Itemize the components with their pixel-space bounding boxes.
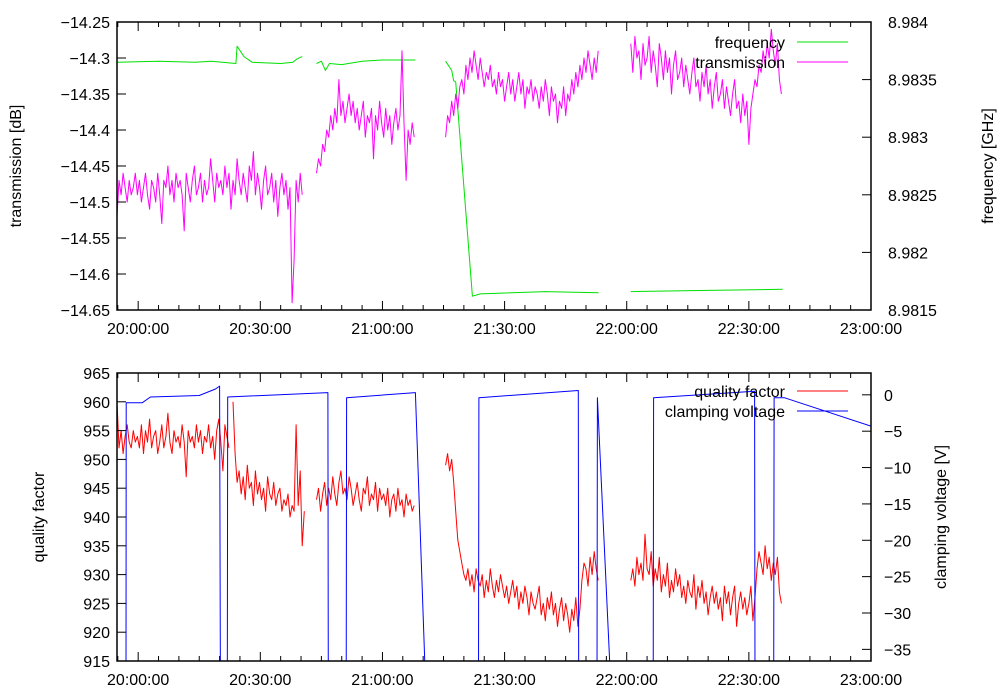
series-quality-factor-segment-1 <box>232 401 305 547</box>
bottom-y-tick-label: 930 <box>83 568 110 585</box>
series-clamping-voltage-segment-6 <box>773 397 871 661</box>
series-transmission-segment-0 <box>117 151 303 304</box>
top-y-tick-label: −14.5 <box>70 195 111 212</box>
bottom-y2-tick-label: −5 <box>884 424 902 441</box>
series-clamping-voltage-segment-5 <box>652 390 756 661</box>
top-y2-tick-label: 8.9835 <box>888 73 937 90</box>
series-clamping-voltage-segment-1 <box>226 392 329 661</box>
top-y2label: frequency [GHz] <box>980 108 997 224</box>
bottom-y-tick-label: 965 <box>83 366 110 383</box>
top-ylabel: transmission [dB] <box>8 105 25 228</box>
legend-label-clamping-voltage: clamping voltage <box>665 404 785 421</box>
series-frequency-segment-1 <box>316 59 416 71</box>
top-y-tick-label: −14.55 <box>61 231 110 248</box>
series-clamping-voltage-segment-4 <box>596 397 611 661</box>
bottom-y2-tick-label: 0 <box>884 388 893 405</box>
series-transmission-segment-1 <box>316 50 415 181</box>
bottom-y-tick-label: 960 <box>83 395 110 412</box>
bottom-x-tick-label: 22:30:00 <box>718 672 780 689</box>
bottom-legend: quality factor clamping voltage <box>665 384 848 421</box>
bottom-y2-tick-label: −20 <box>884 533 911 550</box>
top-x-tick-label: 21:00:00 <box>351 321 413 338</box>
legend-label-quality-factor: quality factor <box>694 384 785 401</box>
top-x-tick-label: 22:30:00 <box>718 321 780 338</box>
bottom-y-tick-label: 935 <box>83 539 110 556</box>
bottom-y2-tick-label: −10 <box>884 461 911 478</box>
bottom-y2-tick-label: −35 <box>884 642 911 659</box>
bottom-x-tick-label: 22:00:00 <box>596 672 658 689</box>
bottom-y2label: clamping voltage [V] <box>933 445 950 589</box>
top-y2-tick-label: 8.9825 <box>888 188 937 205</box>
top-y2-tick-label: 8.982 <box>888 245 928 262</box>
top-x-tick-label: 23:00:00 <box>840 321 902 338</box>
top-y2-tick-label: 8.984 <box>888 15 928 32</box>
bottom-x-tick-label: 20:30:00 <box>229 672 291 689</box>
bottom-y-tick-label: 925 <box>83 596 110 613</box>
bottom-x-tick-label: 23:00:00 <box>840 672 902 689</box>
series-clamping-voltage-segment-0 <box>125 385 221 661</box>
series-clamping-voltage-segment-3 <box>478 390 580 661</box>
series-frequency-segment-2 <box>445 60 599 297</box>
series-quality-factor-segment-3 <box>445 453 599 633</box>
bottom-y-tick-label: 950 <box>83 452 110 469</box>
bottom-x-tick-label: 20:00:00 <box>107 672 169 689</box>
top-x-tick-label: 22:00:00 <box>596 321 658 338</box>
series-frequency-segment-3 <box>630 288 783 293</box>
series-quality-factor-segment-4 <box>630 533 782 627</box>
top-legend: frequency transmission <box>695 35 848 72</box>
top-y-tick-label: −14.35 <box>61 87 110 104</box>
bottom-y-tick-label: 915 <box>83 654 110 671</box>
bottom-y2-tick-label: −30 <box>884 606 911 623</box>
top-y-tick-label: −14.3 <box>70 51 111 68</box>
top-y-tick-label: −14.25 <box>61 15 110 32</box>
bottom-y2-tick-label: −15 <box>884 497 911 514</box>
series-quality-factor-segment-0 <box>117 401 230 478</box>
legend-label-transmission: transmission <box>695 55 785 72</box>
series-transmission-segment-2 <box>445 50 599 138</box>
top-x-tick-label: 20:30:00 <box>229 321 291 338</box>
top-y2-tick-label: 8.983 <box>888 130 928 147</box>
bottom-ylabel: quality factor <box>31 471 48 562</box>
bottom-y-tick-label: 945 <box>83 481 110 498</box>
bottom-y-tick-label: 955 <box>83 424 110 441</box>
top-y-tick-label: −14.4 <box>70 123 111 140</box>
series-clamping-voltage-segment-2 <box>345 392 426 661</box>
bottom-x-tick-label: 21:00:00 <box>351 672 413 689</box>
bottom-y-tick-label: 940 <box>83 510 110 527</box>
series-frequency-segment-0 <box>117 45 303 64</box>
bottom-x-tick-label: 21:30:00 <box>473 672 535 689</box>
bottom-y-tick-label: 920 <box>83 625 110 642</box>
top-x-tick-label: 21:30:00 <box>473 321 535 338</box>
bottom-plot-area <box>117 385 871 661</box>
bottom-y2-tick-label: −25 <box>884 570 911 587</box>
top-y-tick-label: −14.65 <box>61 303 110 320</box>
top-y-tick-label: −14.6 <box>70 267 111 284</box>
series-quality-factor-segment-2 <box>316 470 415 518</box>
top-y2-tick-label: 8.9815 <box>888 303 937 320</box>
series-transmission-segment-3 <box>630 28 782 145</box>
top-x-tick-label: 20:00:00 <box>107 321 169 338</box>
top-plot-area <box>117 28 783 304</box>
top-y-tick-label: −14.45 <box>61 159 110 176</box>
legend-label-frequency: frequency <box>715 35 785 52</box>
